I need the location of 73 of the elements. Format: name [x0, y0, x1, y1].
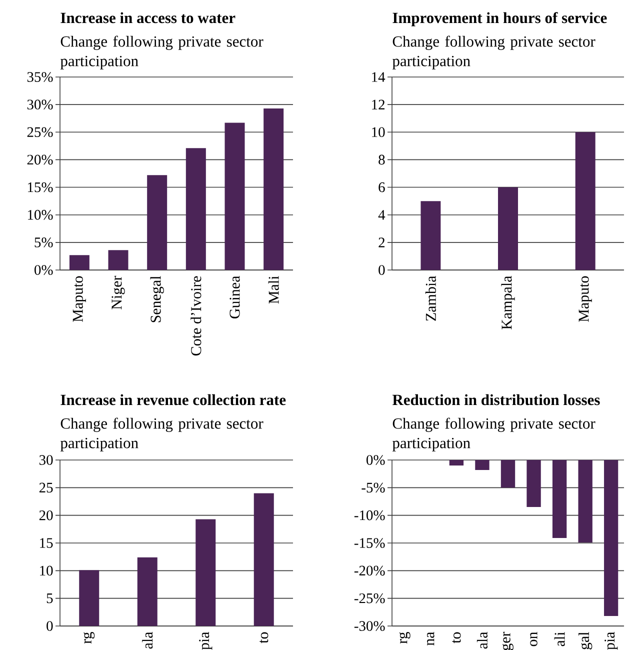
bar	[186, 148, 206, 270]
x-tick-label: Maputo	[72, 276, 86, 322]
y-tick-label: 5%	[34, 238, 53, 248]
x-tick-label: ger	[502, 632, 514, 650]
y-tick-label: 4	[378, 210, 386, 220]
y-tick-label: -15%	[354, 538, 385, 548]
y-tick-label: 14	[372, 72, 386, 82]
y-tick-label: 25	[39, 482, 53, 493]
y-tick-label: 6	[378, 182, 385, 192]
y-tick-label: 0	[46, 621, 53, 631]
y-tick-label: -30%	[354, 621, 385, 631]
chart-title: Increase in access to water	[60, 12, 236, 24]
bar	[196, 519, 216, 626]
x-tick-label: rg	[399, 632, 410, 644]
y-tick-label: 30%	[27, 100, 53, 110]
y-tick-label: 10	[372, 127, 385, 138]
bar	[79, 570, 100, 626]
chart-title: Improvement in hours of service	[392, 12, 607, 26]
x-tick-label: Zambia	[425, 276, 436, 321]
bar	[69, 255, 90, 270]
y-tick-label: 0%	[366, 455, 385, 465]
y-tick-label: -20%	[354, 566, 385, 576]
x-tick-label: Niger	[112, 276, 125, 310]
y-tick-label: 0%	[34, 265, 53, 275]
chart-subtitle: Change following private sector participation	[60, 418, 264, 452]
chart-subtitle: Change following private sector participation	[60, 36, 264, 70]
x-tick-label: on	[530, 632, 538, 646]
chart-title: Increase in revenue collection rate	[60, 394, 286, 406]
y-tick-label: 30	[39, 455, 53, 465]
x-tick-label: na	[427, 632, 434, 646]
x-tick-label: Cote d’Ivoire	[190, 276, 202, 356]
y-tick-label: -5%	[362, 482, 385, 493]
x-tick-label: ala	[142, 632, 153, 649]
chart-subtitle: Change following private sector participation	[392, 36, 596, 70]
x-tick-label: to	[452, 632, 461, 644]
y-tick-label: -25%	[354, 593, 385, 604]
bar	[137, 557, 158, 626]
y-tick-label: 20	[39, 510, 53, 520]
y-tick-label: 15%	[28, 182, 53, 192]
y-tick-label: 5	[46, 594, 53, 604]
y-tick-label: 2	[378, 238, 384, 248]
x-tick-label: Mali	[268, 276, 279, 304]
x-tick-label: gal	[578, 632, 592, 650]
x-tick-label: pia	[604, 632, 618, 650]
y-tick-label: 12	[372, 100, 384, 110]
bar	[264, 108, 284, 270]
x-tick-label: ali	[554, 632, 565, 646]
y-tick-label: 15	[40, 538, 53, 548]
x-tick-label: ala	[476, 632, 488, 649]
bar	[420, 201, 441, 270]
bar	[575, 132, 596, 270]
x-tick-label: Kampala	[501, 276, 515, 330]
chart-title: Reduction in distribution losses	[392, 394, 600, 406]
x-tick-label: Senegal	[150, 276, 164, 322]
y-tick-label: 8	[378, 154, 385, 165]
x-tick-label: to	[260, 632, 268, 644]
bar	[147, 175, 168, 270]
x-tick-label: Guinea	[230, 276, 240, 318]
y-tick-label: 25%	[27, 127, 53, 138]
y-tick-label: 10%	[28, 210, 53, 220]
chart-subtitle: Change following private sector participation	[392, 418, 596, 452]
y-tick-label: 10	[40, 566, 53, 576]
bar	[498, 187, 518, 270]
bar	[254, 493, 274, 626]
y-tick-label: 0	[378, 265, 385, 275]
bar	[108, 250, 128, 270]
y-tick-label: -10%	[354, 510, 385, 520]
y-tick-label: 20%	[27, 154, 53, 165]
x-tick-label: pia	[199, 632, 212, 650]
bar	[224, 122, 245, 270]
x-tick-label: rg	[84, 632, 95, 644]
y-tick-label: 35%	[27, 72, 53, 82]
x-tick-label: Maputo	[578, 276, 592, 322]
